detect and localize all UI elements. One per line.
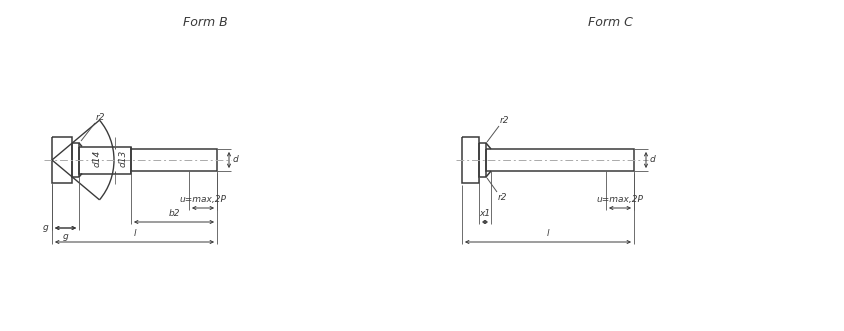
Text: r2: r2 bbox=[96, 113, 106, 122]
Text: d13: d13 bbox=[118, 149, 127, 166]
Text: u=max,2P: u=max,2P bbox=[597, 195, 643, 204]
Text: l: l bbox=[547, 229, 549, 238]
Text: d14: d14 bbox=[93, 149, 101, 166]
Text: d: d bbox=[650, 156, 656, 165]
Text: g: g bbox=[62, 232, 68, 241]
Text: d: d bbox=[233, 156, 239, 165]
Text: b2: b2 bbox=[168, 209, 180, 218]
Text: l: l bbox=[133, 229, 136, 238]
Text: r2: r2 bbox=[498, 193, 507, 202]
Text: g: g bbox=[42, 223, 48, 232]
Text: u=max,2P: u=max,2P bbox=[180, 195, 226, 204]
Text: x1: x1 bbox=[479, 209, 490, 218]
Text: Form C: Form C bbox=[587, 16, 632, 28]
Text: Form B: Form B bbox=[182, 16, 227, 28]
Text: r2: r2 bbox=[500, 116, 510, 125]
